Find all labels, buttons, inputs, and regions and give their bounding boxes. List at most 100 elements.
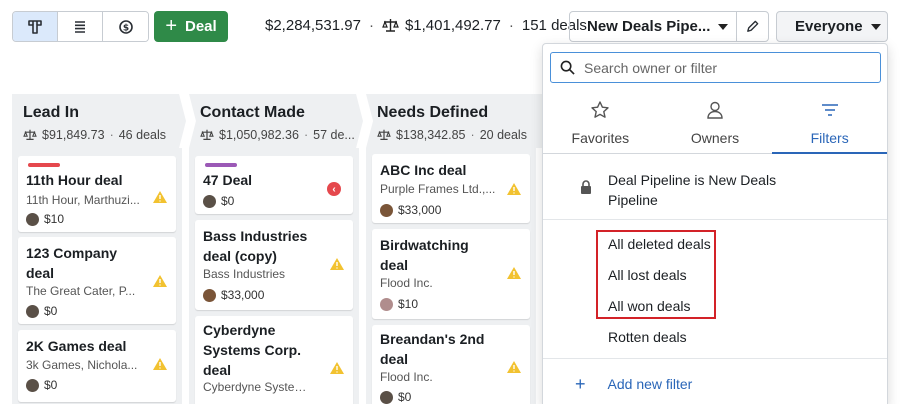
stage-meta: $91,849.73 · 46 deals <box>23 128 166 142</box>
deal-title: Breandan's 2nd deal <box>380 331 485 367</box>
stage-column-contact-made: 47 Deal $0 ‹ Bass Industries deal (copy)… <box>189 148 359 404</box>
list-view-icon <box>75 20 85 33</box>
avatar <box>203 194 216 208</box>
tab-filters[interactable]: Filters <box>772 96 887 154</box>
warning-icon <box>153 191 167 203</box>
separator-dot: · <box>109 128 114 142</box>
deal-title: 11th Hour deal <box>26 172 123 188</box>
scale-icon <box>382 19 399 32</box>
avatar <box>26 378 39 392</box>
pipeline-board-icon <box>28 19 42 34</box>
star-icon <box>591 101 610 118</box>
divider <box>543 358 887 359</box>
filter-rotten-deals[interactable]: Rotten deals <box>608 329 687 345</box>
person-icon <box>707 101 723 119</box>
deal-value-row: $0 <box>380 390 411 404</box>
stage-value: $91,849.73 <box>42 128 105 142</box>
deal-card[interactable]: Breandan's 2nd deal Flood Inc. $0 <box>372 325 530 404</box>
filter-icon <box>821 104 838 116</box>
owner-filter-button[interactable]: Everyone <box>776 11 888 42</box>
tab-favorites[interactable]: Favorites <box>543 96 658 153</box>
avatar <box>380 203 393 217</box>
stage-header-needs-defined: Needs Defined $138,342.85 · 20 deals <box>366 94 542 148</box>
warning-icon <box>507 361 521 373</box>
plus-icon: + <box>575 374 586 394</box>
locked-filter-text: Deal Pipeline is New Deals Pipeline <box>608 172 777 208</box>
separator-dot: · <box>508 17 514 34</box>
deal-title: Cyberdyne Systems Corp. deal <box>203 322 302 378</box>
list-view-button[interactable] <box>58 12 103 41</box>
deal-title: ABC Inc deal <box>380 162 467 178</box>
deal-value-row: $33,000 <box>380 203 441 217</box>
deal-card[interactable]: 47 Deal $0 ‹ <box>195 156 353 214</box>
deal-value-row: $0 <box>26 304 57 318</box>
lock-icon <box>581 180 591 194</box>
deal-organization: Bass Industries <box>203 267 286 281</box>
deal-title: Birdwatching deal <box>380 237 469 273</box>
avatar <box>203 288 216 302</box>
tab-owners[interactable]: Owners <box>658 96 773 153</box>
deal-label-bar <box>205 163 237 167</box>
stage-name: Needs Defined <box>377 104 489 121</box>
tab-label: Owners <box>690 130 740 146</box>
deal-card[interactable]: Bass Industries deal (copy) Bass Industr… <box>195 220 353 310</box>
deal-card[interactable]: Birdwatching deal Flood Inc. $10 <box>372 229 530 319</box>
deal-title: 2K Games deal <box>26 338 127 354</box>
stage-value: $138,342.85 <box>396 128 466 142</box>
filter-all-deleted-deals[interactable]: All deleted deals <box>608 236 711 252</box>
deal-value: $10 <box>398 297 419 311</box>
filter-all-won-deals[interactable]: All won deals <box>608 298 691 314</box>
edit-pipeline-button[interactable] <box>736 12 768 41</box>
deal-organization: Flood Inc. <box>380 276 433 290</box>
deal-organization: Cyberdyne System... <box>203 380 313 394</box>
stage-header-lead-in: Lead In $91,849.73 · 46 deals <box>12 94 186 148</box>
add-new-filter-button[interactable]: + Add new filter <box>575 375 692 393</box>
deal-value: $0 <box>398 390 412 404</box>
deal-organization: Flood Inc. <box>380 370 433 384</box>
warning-icon <box>507 183 521 195</box>
forecast-view-button[interactable]: $ <box>103 12 148 41</box>
deal-card[interactable]: 2K Games deal 3k Games, Nichola... $0 <box>18 330 176 402</box>
tab-label: Favorites <box>571 130 630 146</box>
locked-filter-row: Deal Pipeline is New Deals Pipeline <box>543 160 887 220</box>
deal-organization: 3k Games, Nichola... <box>26 358 138 372</box>
deal-value: $0 <box>44 304 58 318</box>
search-field <box>550 52 881 83</box>
total-value: $2,284,531.97 <box>265 17 361 34</box>
add-filter-label: Add new filter <box>607 376 693 392</box>
highlight-box <box>596 230 716 319</box>
avatar <box>380 390 393 404</box>
deal-value: $33,000 <box>221 288 265 302</box>
pipeline-dropdown[interactable]: New Deals Pipe... <box>570 12 736 41</box>
deal-value: $0 <box>221 194 235 208</box>
stage-column-lead-in: 11th Hour deal 11th Hour, Marthuzi... $1… <box>12 148 182 404</box>
stage-header-contact-made: Contact Made $1,050,982.36 · 57 de... <box>189 94 363 148</box>
svg-text:$: $ <box>122 23 128 33</box>
deal-card[interactable]: ABC Inc deal Purple Frames Ltd.,... $33,… <box>372 154 530 223</box>
deal-value-row: $0 <box>26 378 57 392</box>
warning-icon <box>330 258 344 270</box>
filter-all-lost-deals[interactable]: All lost deals <box>608 267 687 283</box>
deal-label-bar <box>28 163 60 167</box>
warning-icon <box>153 275 167 287</box>
deal-card[interactable]: Cyberdyne Systems Corp. deal Cyberdyne S… <box>195 316 353 404</box>
deal-value-row: $10 <box>26 212 64 226</box>
view-toggle: $ <box>12 11 149 42</box>
scale-icon <box>23 129 37 140</box>
deal-card[interactable]: 11th Hour deal 11th Hour, Marthuzi... $1… <box>18 156 176 232</box>
search-input[interactable] <box>584 59 864 76</box>
owner-filter-label: Everyone <box>795 18 863 35</box>
deal-value: $0 <box>44 378 58 392</box>
deal-value-row: $33,000 <box>203 288 264 302</box>
pipeline-summary: $2,284,531.97 · $1,401,492.77 · 151 deal… <box>265 17 587 34</box>
pipeline-select: New Deals Pipe... <box>569 11 769 42</box>
deal-card[interactable]: 123 Company deal The Great Cater, P... $… <box>18 237 176 324</box>
deal-count: 151 deals <box>521 17 587 34</box>
add-deal-button[interactable]: + Deal <box>154 11 228 42</box>
deal-value: $33,000 <box>398 203 442 217</box>
stage-meta: $1,050,982.36 · 57 de... <box>200 128 355 142</box>
pipeline-view-button[interactable] <box>13 12 58 41</box>
stage-column-needs-defined: ABC Inc deal Purple Frames Ltd.,... $33,… <box>366 148 536 404</box>
chevron-down-icon <box>718 23 729 30</box>
deal-title: 123 Company deal <box>26 245 118 281</box>
